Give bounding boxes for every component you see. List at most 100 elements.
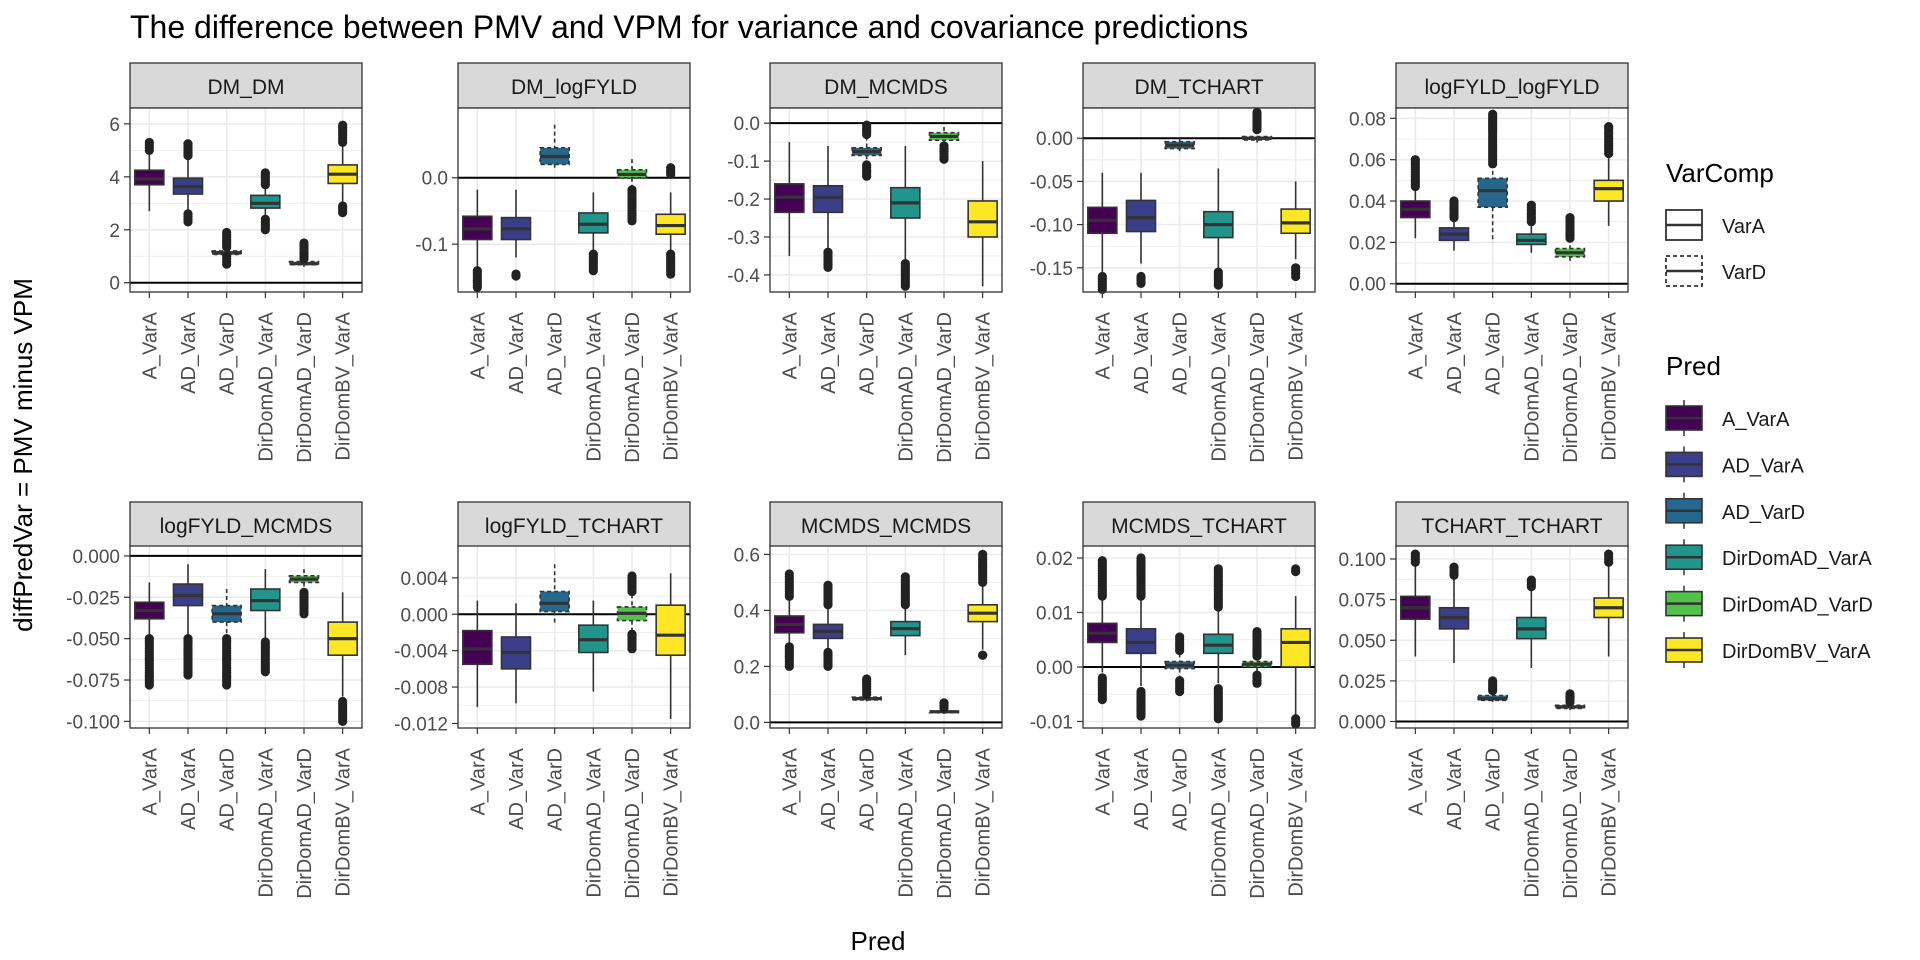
strip-background (769, 62, 1003, 109)
box-DirDomAD_VarA (578, 600, 609, 692)
outlier-point (338, 207, 348, 218)
panel-border (129, 107, 363, 293)
outlier-point (1604, 557, 1614, 567)
outlier-point (260, 225, 270, 235)
box-body (1125, 199, 1157, 233)
x-tick-label: A_VarA (1092, 311, 1114, 379)
facet-panel-TCHART_TCHART: TCHART_TCHART 0.000 0.025 0.050 0.075 0.100 A_… (1338, 501, 1629, 899)
legend-label: VarA (1722, 216, 1766, 238)
outlier-point (1097, 591, 1107, 601)
box-DirDomBV_VarA (967, 549, 998, 660)
box-A_VarA (774, 142, 805, 256)
legend-key-A_VarA (1665, 400, 1703, 436)
x-tick-label: DirDomAD_VarA (895, 311, 917, 461)
box-body (1477, 177, 1508, 209)
box-AD_VarD (851, 674, 882, 702)
outlier-point (823, 262, 833, 272)
box-AD_VarA (812, 580, 844, 672)
panel-background (130, 108, 362, 292)
legend-key-DirDomAD_VarD (1665, 585, 1703, 622)
outlier-point (260, 667, 270, 677)
x-tick-label: DirDomAD_VarA (1521, 747, 1543, 897)
outlier-point (338, 137, 348, 148)
legend-label: VarD (1722, 262, 1766, 284)
x-tick-label: DirDomBV_VarA (1286, 747, 1308, 896)
box-DirDomBV_VarA (655, 573, 686, 719)
panel-background (1396, 108, 1628, 292)
box-DirDomBV_VarA (967, 161, 998, 287)
box-AD_VarA (1125, 172, 1157, 288)
outlier-point (260, 180, 270, 190)
panel-border (769, 545, 1003, 729)
x-tick-label: AD_VarD (857, 312, 879, 395)
outlier-point (627, 644, 637, 654)
box-AD_VarD (1477, 676, 1508, 702)
outlier-point (862, 171, 872, 181)
box-body (967, 200, 998, 238)
outlier-point (1449, 212, 1459, 223)
outlier-point (1291, 719, 1301, 729)
y-tick-label: -0.008 (394, 678, 448, 699)
x-tick-label: AD_VarA (1131, 311, 1153, 394)
box-A_VarA (134, 582, 165, 690)
outlier-point (1291, 271, 1301, 282)
box-DirDomAD_VarD (288, 238, 320, 267)
x-tick-label: A_VarA (779, 311, 801, 379)
x-tick-label: A_VarA (139, 747, 161, 815)
panel-border (769, 107, 1003, 293)
box-DirDomAD_VarA (890, 572, 921, 656)
x-tick-label: AD_VarD (1170, 748, 1192, 831)
x-tick-label: AD_VarA (1131, 747, 1153, 830)
outlier-point (900, 600, 910, 610)
y-tick-label: 0.00 (1036, 129, 1073, 150)
legend-key-DirDomAD_VarA (1665, 539, 1703, 576)
box-DirDomAD_VarA (250, 569, 281, 677)
panel-background (1083, 546, 1315, 728)
x-tick-label: AD_VarD (1170, 312, 1192, 395)
outlier-point (1136, 278, 1146, 288)
box-DirDomAD_VarD (1554, 689, 1586, 711)
x-tick-label: DirDomAD_VarA (583, 311, 605, 461)
y-tick-label: -0.15 (1030, 259, 1073, 280)
strip-label: DM_MCMDS (824, 76, 948, 99)
y-tick-label: -0.4 (727, 266, 760, 287)
x-tick-label: DirDomBV_VarA (661, 747, 683, 896)
panel-background (458, 546, 690, 728)
box-DirDomAD_VarA (1203, 168, 1234, 290)
outlier-point (1097, 695, 1107, 705)
outlier-point (1252, 651, 1262, 661)
outlier-point (144, 680, 154, 690)
y-tick-label: -0.100 (66, 712, 120, 733)
y-tick-label: 4 (109, 168, 120, 189)
box-DirDomBV_VarA (1280, 564, 1311, 729)
x-tick-label: AD_VarA (818, 747, 840, 830)
y-tick-label: 0.6 (734, 545, 760, 566)
panel-background (458, 108, 690, 292)
y-tick-label: -0.01 (1030, 712, 1073, 733)
legend-title-pred: Pred (1666, 351, 1721, 381)
box-AD_VarD (1164, 632, 1195, 697)
box-DirDomAD_VarD (1241, 626, 1273, 688)
strip-background (1082, 501, 1316, 548)
strip-label: logFYLD_TCHART (485, 515, 663, 538)
box-DirDomAD_VarA (890, 145, 921, 291)
outlier-point (978, 577, 988, 588)
x-tick-label: DirDomBV_VarA (333, 747, 355, 896)
box-A_VarA (774, 569, 805, 672)
panel-border (1082, 107, 1316, 293)
y-tick-label: 0.075 (1338, 591, 1386, 612)
box-DirDomBV_VarA (1593, 549, 1624, 657)
outlier-point (862, 129, 872, 140)
facet-panel-logFYLD_MCMDS: logFYLD_MCMDS 0.000 -0.025 -0.050 -0.075 -0.1… (66, 501, 363, 899)
x-tick-label: DirDomBV_VarA (1286, 311, 1308, 460)
y-tick-label: 0.06 (1349, 151, 1386, 172)
y-tick-label: 0.2 (734, 657, 760, 678)
x-tick-label: AD_VarA (178, 311, 200, 394)
y-tick-label: 0.00 (1036, 658, 1073, 679)
y-tick-label: 0.000 (400, 605, 448, 626)
box-AD_VarA (812, 145, 844, 272)
outlier-point (1526, 582, 1536, 592)
outlier-point (666, 169, 676, 180)
outlier-point (1291, 567, 1301, 577)
